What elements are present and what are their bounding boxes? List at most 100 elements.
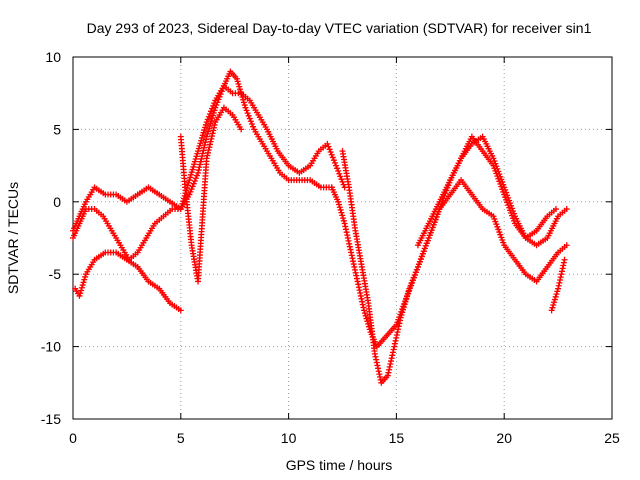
- data-point: [336, 204, 343, 211]
- axis-ticks: 0 5 10 15 20 25 -15 -10 -5 0 5 10: [41, 49, 620, 446]
- x-tick-label: 5: [177, 430, 185, 446]
- series-track-4: [177, 104, 245, 285]
- data-point: [364, 318, 371, 325]
- data-point: [201, 144, 208, 151]
- data-point: [193, 172, 200, 179]
- data-point: [195, 167, 202, 174]
- y-tick-label: -15: [41, 411, 61, 427]
- data-point: [361, 310, 368, 317]
- data-point: [197, 158, 204, 165]
- y-tick-label: -5: [49, 266, 62, 282]
- data-point: [324, 140, 331, 147]
- data-point: [78, 284, 85, 291]
- data-point: [335, 201, 342, 208]
- data-point: [563, 206, 570, 213]
- data-point: [411, 272, 418, 279]
- data-point: [333, 162, 340, 169]
- data-point: [203, 155, 210, 162]
- data-point: [209, 105, 216, 112]
- data-point: [246, 115, 253, 122]
- data-point: [551, 296, 558, 303]
- data-point: [409, 277, 416, 284]
- data-point: [210, 102, 217, 109]
- x-tick-label: 0: [69, 430, 77, 446]
- data-point: [326, 146, 333, 153]
- data-point: [329, 154, 336, 161]
- data-point: [206, 141, 213, 148]
- data-point: [412, 269, 419, 276]
- data-point: [203, 136, 210, 143]
- data-point: [552, 206, 559, 213]
- data-point: [331, 159, 338, 166]
- data-point: [548, 307, 555, 314]
- data-point: [199, 153, 206, 160]
- data-point: [563, 242, 570, 249]
- x-tick-label: 25: [604, 430, 620, 446]
- data-point: [211, 100, 218, 107]
- data-point: [197, 161, 204, 168]
- data-point: [198, 155, 205, 162]
- data-point: [238, 126, 245, 133]
- data-point: [188, 186, 195, 193]
- series-track-8: [548, 256, 568, 314]
- grid-lines: [73, 57, 612, 419]
- data-point: [80, 279, 87, 286]
- data-point: [551, 299, 558, 306]
- y-tick-label: 10: [45, 49, 61, 65]
- series-track-2: [70, 82, 348, 234]
- x-tick-label: 20: [496, 430, 512, 446]
- data-point: [195, 169, 202, 176]
- data-point: [363, 315, 370, 322]
- data-point: [245, 112, 252, 119]
- data-point: [210, 124, 217, 131]
- data-point: [553, 291, 560, 298]
- data-point: [196, 164, 203, 171]
- x-tick-label: 15: [389, 430, 405, 446]
- data-point: [201, 141, 208, 148]
- data-point: [561, 256, 568, 263]
- data-point: [187, 188, 194, 195]
- data-point: [205, 147, 212, 154]
- data-point: [327, 149, 334, 156]
- data-point: [189, 183, 196, 190]
- data-point: [325, 143, 332, 150]
- data-point: [206, 111, 213, 118]
- data-point: [243, 107, 250, 114]
- data-point: [190, 180, 197, 187]
- data-point: [242, 104, 249, 111]
- data-point: [82, 273, 89, 280]
- chart-title: Day 293 of 2023, Sidereal Day-to-day VTE…: [87, 20, 592, 36]
- data-point: [202, 139, 209, 146]
- data-point: [207, 138, 214, 145]
- data-point: [186, 191, 193, 198]
- data-point: [550, 301, 557, 308]
- data-point: [552, 293, 559, 300]
- data-point: [81, 276, 88, 283]
- data-point: [244, 110, 251, 117]
- data-point: [206, 144, 213, 151]
- data-point: [413, 266, 420, 273]
- data-point: [362, 312, 369, 319]
- y-tick-label: -10: [41, 339, 61, 355]
- data-point: [204, 116, 211, 123]
- data-point: [336, 170, 343, 177]
- data-point: [205, 113, 212, 120]
- data-point: [192, 175, 199, 182]
- data-point: [199, 150, 206, 157]
- data-point: [337, 206, 344, 213]
- data-point: [210, 127, 217, 134]
- data-point: [191, 177, 198, 184]
- data-point: [247, 118, 254, 125]
- data-point: [177, 307, 184, 314]
- data-point: [328, 151, 335, 158]
- data-point: [554, 288, 561, 295]
- data-point: [335, 168, 342, 175]
- data-point: [365, 320, 372, 327]
- data-point: [250, 123, 257, 130]
- x-axis-label: GPS time / hours: [286, 457, 393, 473]
- data-point: [340, 215, 347, 222]
- data-point: [410, 274, 417, 281]
- data-point: [334, 165, 341, 172]
- data-point: [335, 198, 342, 205]
